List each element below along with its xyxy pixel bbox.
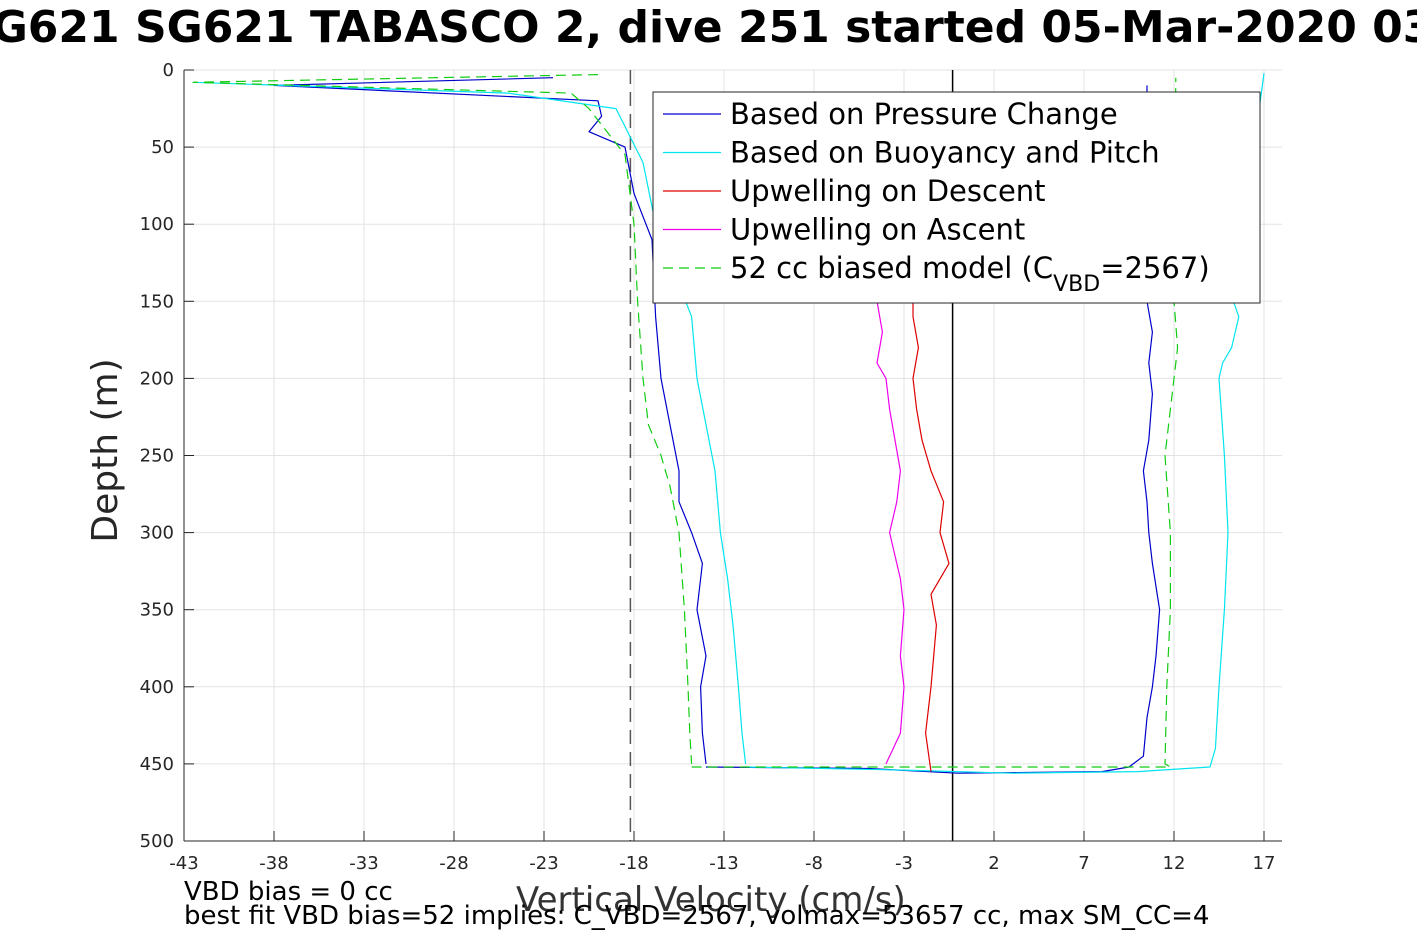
y-tick-label: 450 (140, 754, 174, 775)
legend-subscript: VBD (1053, 272, 1100, 297)
x-tick-label: -13 (709, 853, 738, 874)
legend-box (652, 91, 1261, 304)
y-tick-label: 0 (163, 60, 174, 81)
x-axis-label: Vertical Velocity (cm/s) (516, 880, 906, 920)
y-tick-label: 100 (140, 214, 174, 235)
y-tick-label: 150 (140, 291, 174, 312)
x-tick-label: -43 (169, 853, 198, 874)
legend: Based on Pressure Change Based on Buoyanc… (652, 91, 1261, 304)
y-tick-label: 500 (140, 831, 174, 852)
series-line (705, 85, 1161, 774)
x-tick-label: -28 (439, 853, 468, 874)
x-tick-label: -18 (619, 853, 648, 874)
series-line (912, 301, 950, 772)
x-tick-label: 17 (1253, 853, 1276, 874)
series-line (192, 74, 693, 764)
y-tick-label: 300 (140, 523, 174, 544)
series-line (745, 73, 1265, 774)
y-tick-label: 50 (151, 137, 174, 158)
legend-entry-label: Based on Pressure Change (730, 97, 1118, 131)
x-tick-label: -8 (805, 853, 823, 874)
plot-series-area (192, 70, 1265, 841)
series-line (192, 81, 747, 764)
x-tick-label: -3 (895, 853, 913, 874)
series-line (273, 77, 707, 764)
legend-entry-label: Based on Buoyancy and Pitch (730, 136, 1160, 170)
y-axis-label: Depth (m) (85, 358, 126, 542)
tick-labels: -43 -38 -33 -28 -23 -18 -13 -8 -3 2 7 12 17 0 50 100 150… (140, 60, 1276, 874)
legend-entry-label: Upwelling on Descent (730, 174, 1046, 208)
x-tick-label: 12 (1163, 853, 1186, 874)
x-tick-label: -33 (349, 853, 378, 874)
y-axis-label-group: Depth (m) (85, 358, 126, 542)
x-tick-label: 2 (988, 853, 999, 874)
series-line (691, 77, 1179, 768)
series-line (876, 301, 905, 765)
y-tick-label: 350 (140, 600, 174, 621)
best-fit-note: best fit VBD bias=52 implies: C_VBD=2567… (184, 901, 1210, 931)
axes (183, 69, 1282, 842)
x-tick-label: -38 (259, 853, 288, 874)
legend-entry-label: Upwelling on Ascent (730, 213, 1025, 247)
x-tick-label: 7 (1078, 853, 1089, 874)
y-tick-label: 400 (140, 677, 174, 698)
legend-suffix: =2567) (1100, 251, 1209, 285)
x-tick-label: -23 (529, 853, 558, 874)
vbd-bias-note: VBD bias = 0 cc (184, 877, 393, 907)
y-tick-label: 200 (140, 368, 174, 389)
chart-title: SG621 SG621 TABASCO 2, dive 251 started … (0, 0, 1417, 56)
y-tick-label: 250 (140, 446, 174, 467)
chart-title-text: SG621 SG621 TABASCO 2, dive 251 started … (0, 2, 1417, 53)
